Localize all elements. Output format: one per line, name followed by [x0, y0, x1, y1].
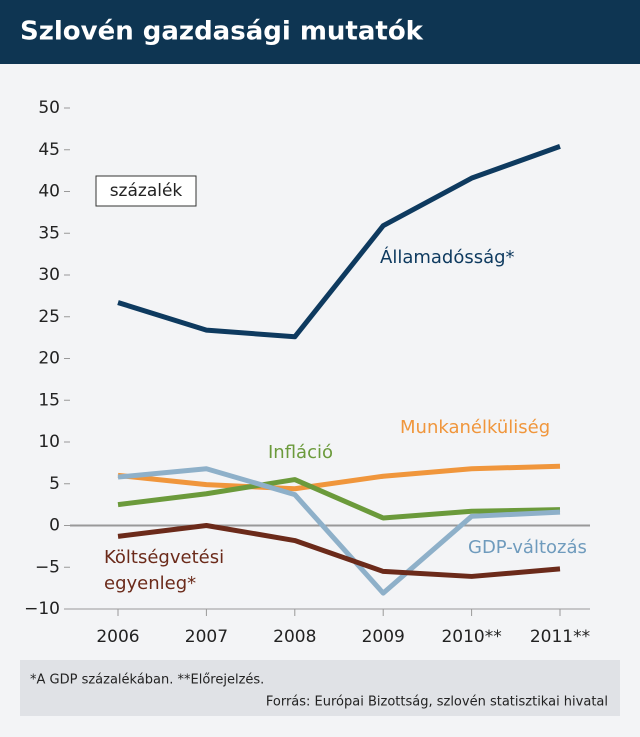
y-tick-label: 30 [38, 265, 60, 285]
unit-box [95, 175, 197, 207]
x-tick-label: 2010** [441, 627, 501, 647]
source: Forrás: Európai Bizottság, szlovén stati… [266, 695, 608, 710]
series-line [117, 477, 561, 521]
y-tick-label: 25 [38, 307, 60, 327]
y-tick-label: −10 [24, 599, 60, 619]
y-tick-label: −5 [35, 557, 60, 577]
series-line [117, 466, 561, 596]
y-tick-label: 40 [38, 182, 60, 202]
series-line [117, 523, 561, 579]
chart-title: Szlovén gazdasági mutatók [20, 17, 424, 47]
x-tick-label: 2011** [530, 627, 590, 647]
series-line [117, 463, 561, 492]
y-tick-label: 15 [38, 390, 60, 410]
y-tick-label: 35 [38, 223, 60, 243]
unit-label: százalék [110, 181, 183, 201]
x-tick-label: 2006 [96, 627, 139, 647]
series-label: Költségvetési egyenleg* [104, 547, 225, 594]
series-label: GDP-változás [468, 537, 587, 558]
x-tick-label: 2008 [273, 627, 316, 647]
y-tick-label: 20 [38, 349, 60, 369]
y-tick-label: 45 [38, 140, 60, 160]
title-bar [0, 0, 640, 64]
x-tick-label: 2007 [185, 627, 228, 647]
footer-band [20, 660, 620, 716]
y-tick-label: 10 [38, 432, 60, 452]
y-tick-label: 5 [49, 474, 60, 494]
series-label: Munkanélküliség [400, 417, 551, 438]
series-line [117, 144, 561, 340]
y-tick-label: 50 [38, 98, 60, 118]
series-label: Államadósság* [380, 247, 515, 268]
x-tick-label: 2009 [362, 627, 405, 647]
y-tick-label: 0 [49, 516, 60, 536]
series-label: Infláció [268, 442, 333, 463]
footnote: *A GDP százalékában. **Előrejelzés. [30, 673, 264, 688]
